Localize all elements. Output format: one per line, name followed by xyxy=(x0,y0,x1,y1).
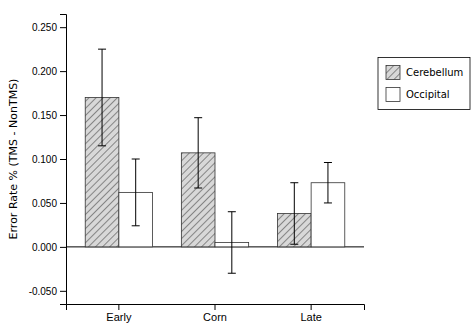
error-bar xyxy=(290,183,298,245)
error-bar xyxy=(132,159,140,226)
x-tick-mark xyxy=(118,304,119,310)
y-tick: 0.200 xyxy=(32,66,66,77)
error-bar xyxy=(194,118,202,188)
y-tick: 0.250 xyxy=(32,22,66,33)
y-tick-mark xyxy=(60,159,66,160)
legend-item: Cerebellum xyxy=(386,66,463,80)
legend-frame xyxy=(378,58,470,110)
y-tick-label: 0.150 xyxy=(32,110,57,121)
x-tick-mark xyxy=(215,304,216,310)
legend: Cerebellum Occipital xyxy=(378,58,470,110)
plot: -0.050 0.000 0.050 0.100 0.150 0.200 0.250 Earl… xyxy=(29,15,365,323)
y-tick-label: 0.100 xyxy=(32,154,57,165)
legend-label: Occipital xyxy=(406,89,450,100)
y-tick-label: 0.050 xyxy=(32,198,57,209)
legend-item: Occipital xyxy=(386,88,450,102)
y-tick: 0.050 xyxy=(32,198,66,209)
error-bar xyxy=(98,49,106,146)
legend-swatch xyxy=(386,66,400,80)
x-tick-label: Corn xyxy=(203,311,227,323)
x-tick: Late xyxy=(300,304,321,323)
y-tick-mark xyxy=(60,203,66,204)
x-tick-label: Early xyxy=(106,311,132,323)
legend-label: Cerebellum xyxy=(406,67,463,78)
y-tick-mark xyxy=(60,27,66,28)
y-tick-mark xyxy=(60,71,66,72)
y-tick: -0.050 xyxy=(29,286,66,297)
x-tick-label: Late xyxy=(300,311,321,323)
y-tick-mark xyxy=(60,115,66,116)
bar-series xyxy=(119,159,345,273)
y-axis-title: Error Rate % (TMS - NonTMS) xyxy=(7,79,20,240)
marks xyxy=(66,49,364,273)
y-tick-mark xyxy=(60,291,66,292)
error-bar xyxy=(324,163,332,203)
x-tick: Corn xyxy=(203,304,227,323)
y-axis: -0.050 0.000 0.050 0.100 0.150 0.200 0.250 xyxy=(29,15,67,305)
x-tick-mark xyxy=(311,304,312,310)
legend-swatch xyxy=(386,88,400,102)
y-tick-label: 0.250 xyxy=(32,22,57,33)
y-tick-mark xyxy=(60,247,66,248)
y-axis-line xyxy=(60,15,67,305)
bar-series xyxy=(85,49,311,247)
y-tick: 0.100 xyxy=(32,154,66,165)
chart: -0.050 0.000 0.050 0.100 0.150 0.200 0.250 Earl… xyxy=(0,0,474,334)
y-tick-label: -0.050 xyxy=(29,286,58,297)
y-tick-label: 0.200 xyxy=(32,66,57,77)
y-tick-label: 0.000 xyxy=(32,242,57,253)
y-tick: 0.000 xyxy=(32,242,66,253)
error-bar xyxy=(228,212,236,274)
y-tick: 0.150 xyxy=(32,110,66,121)
x-axis-line xyxy=(67,305,365,311)
x-axis: Early Corn Late xyxy=(67,304,365,323)
x-tick: Early xyxy=(106,304,132,323)
